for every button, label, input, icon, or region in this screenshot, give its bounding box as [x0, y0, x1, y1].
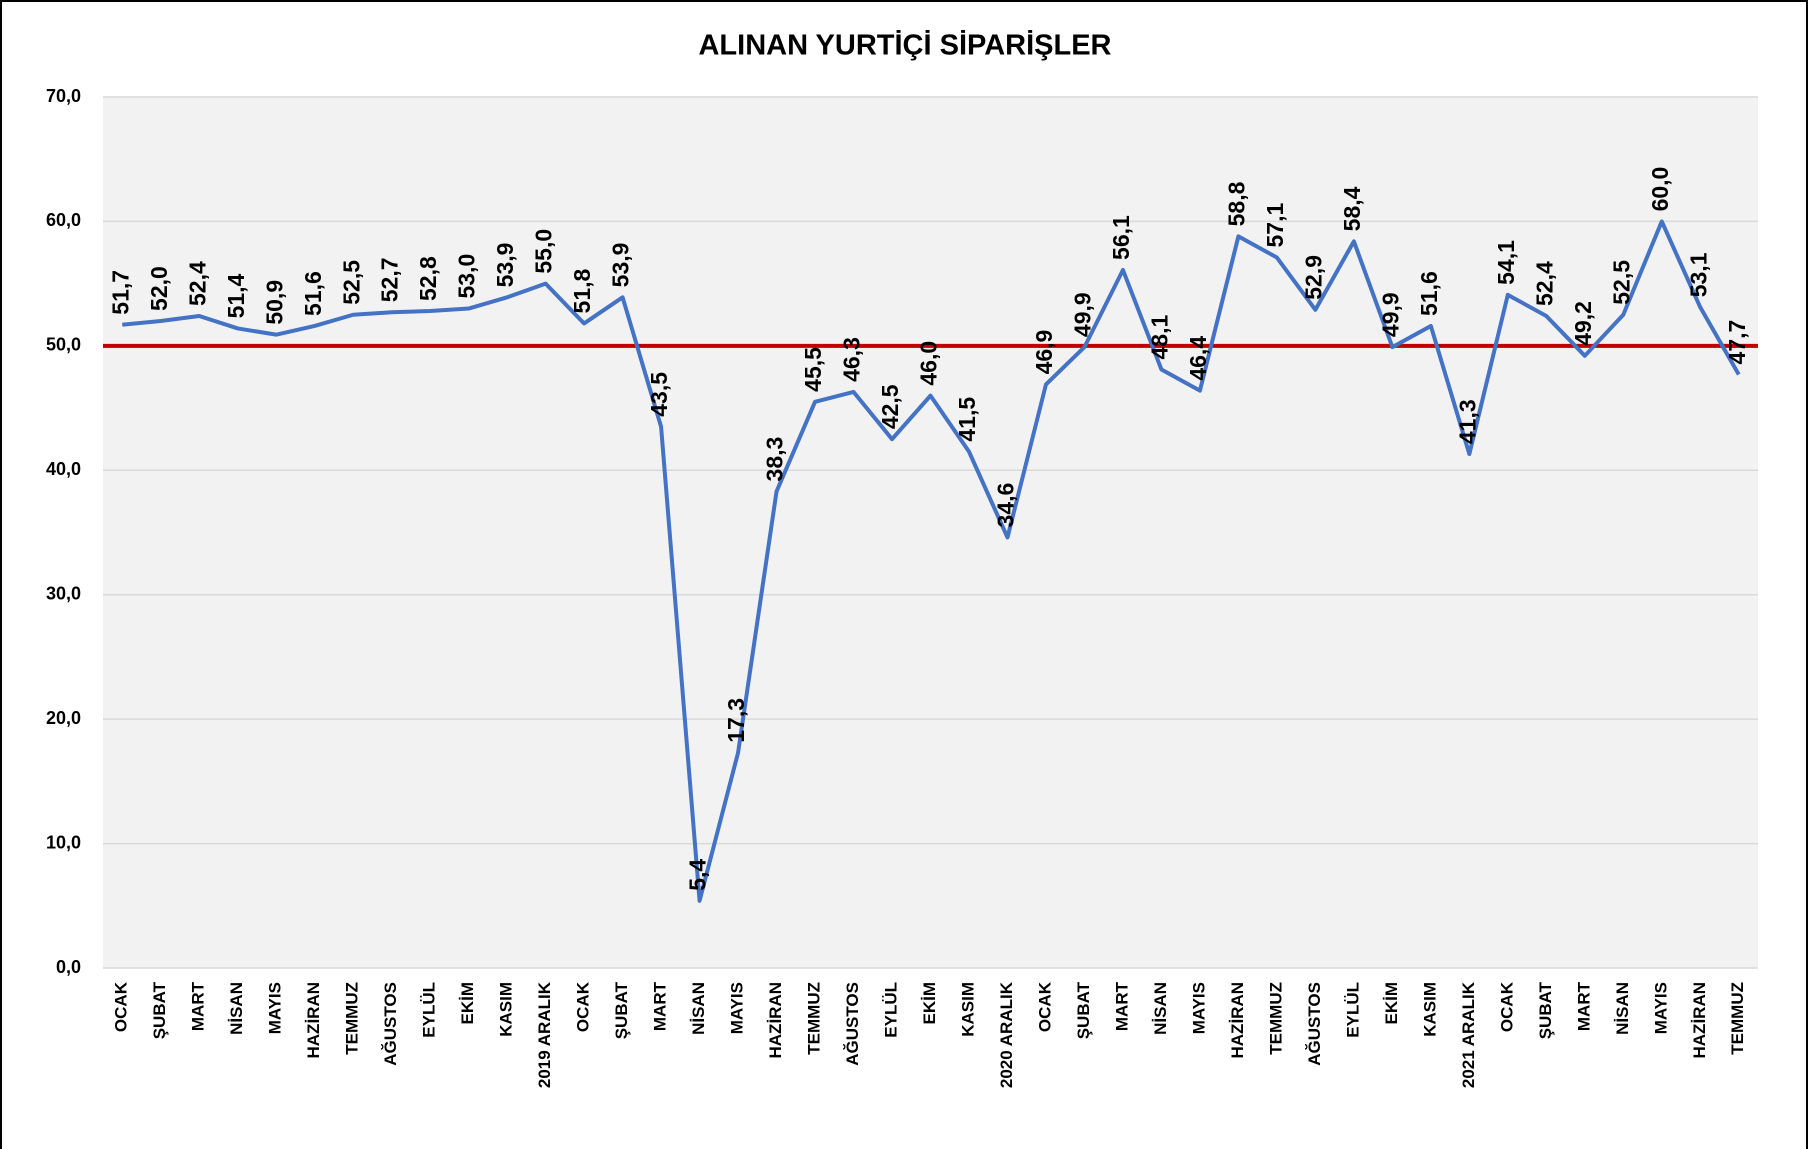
data-label: 53,9: [608, 243, 634, 288]
x-tick-label: AĞUSTOS: [381, 982, 400, 1066]
data-label: 51,7: [107, 270, 133, 315]
data-label: 58,4: [1339, 186, 1365, 231]
x-tick-label: TEMMUZ: [1266, 982, 1285, 1055]
data-label: 49,9: [1070, 292, 1096, 337]
x-tick-label: EKİM: [458, 982, 477, 1025]
x-tick-label: MAYIS: [728, 982, 747, 1034]
data-label: 49,2: [1570, 301, 1596, 346]
data-label: 57,1: [1262, 203, 1288, 248]
data-label: 52,0: [146, 266, 172, 311]
data-label: 46,0: [916, 341, 942, 386]
y-tick-label: 20,0: [46, 708, 81, 728]
data-label: 41,5: [954, 397, 980, 442]
data-label: 56,1: [1108, 215, 1134, 260]
x-tick-label: 2020 ARALIK: [997, 981, 1016, 1088]
data-label: 41,3: [1454, 399, 1480, 444]
x-tick-label: 2021 ARALIK: [1459, 981, 1478, 1088]
data-label: 52,8: [415, 256, 441, 301]
data-label: 52,9: [1300, 255, 1326, 300]
x-tick-label: ŞUBAT: [612, 981, 631, 1039]
x-tick-label: MART: [651, 981, 670, 1031]
y-tick-label: 30,0: [46, 583, 81, 603]
data-line: [122, 219, 1741, 903]
x-tick-label: KASIM: [958, 982, 977, 1037]
x-tick-label: TEMMUZ: [1728, 982, 1747, 1055]
x-tick-label: TEMMUZ: [805, 982, 824, 1055]
data-label: 46,9: [1031, 330, 1057, 375]
x-tick-label: ŞUBAT: [1074, 981, 1093, 1039]
x-tick-label: EYLÜL: [881, 982, 900, 1038]
data-label: 17,3: [723, 698, 749, 743]
x-tick-label: 2019 ARALIK: [535, 981, 554, 1088]
x-tick-label: OCAK: [574, 981, 593, 1032]
x-tick-label: TEMMUZ: [343, 982, 362, 1055]
data-label: 55,0: [531, 229, 557, 274]
y-tick-label: 40,0: [46, 459, 81, 479]
x-tick-label: MART: [1112, 981, 1131, 1031]
data-label: 53,0: [454, 254, 480, 299]
x-tick-label: MAYIS: [1651, 982, 1670, 1034]
x-tick-label: EYLÜL: [1343, 982, 1362, 1038]
x-tick-label: ŞUBAT: [150, 981, 169, 1039]
data-label: 46,3: [839, 337, 865, 382]
x-tick-label: KASIM: [497, 982, 516, 1037]
x-tick-label: HAZİRAN: [1690, 982, 1709, 1059]
y-tick-label: 10,0: [46, 832, 81, 852]
data-label: 34,6: [993, 483, 1019, 528]
x-tick-label: MAYIS: [266, 982, 285, 1034]
data-label: 43,5: [646, 372, 672, 417]
data-label: 51,6: [1416, 271, 1442, 316]
data-label: 52,4: [1531, 261, 1557, 306]
x-tick-label: ŞUBAT: [1536, 981, 1555, 1039]
x-tick-label: NİSAN: [689, 982, 708, 1035]
y-tick-label: 50,0: [46, 335, 81, 355]
x-tick-label: HAZİRAN: [1228, 982, 1247, 1059]
data-label: 47,7: [1724, 320, 1750, 365]
x-tick-label: NİSAN: [227, 982, 246, 1035]
data-label: 48,1: [1147, 315, 1173, 360]
x-tick-label: HAZİRAN: [766, 982, 785, 1059]
data-label: 50,9: [261, 280, 287, 325]
data-label: 38,3: [762, 437, 788, 482]
data-label: 5,4: [685, 859, 711, 891]
x-tick-label: NİSAN: [1613, 982, 1632, 1035]
data-label: 58,8: [1223, 181, 1249, 226]
x-tick-label: HAZİRAN: [304, 982, 323, 1059]
x-tick-label: OCAK: [1035, 981, 1054, 1032]
data-label: 53,1: [1685, 252, 1711, 297]
x-tick-label: AĞUSTOS: [843, 982, 862, 1066]
data-label: 52,5: [338, 260, 364, 305]
data-label: 45,5: [800, 347, 826, 392]
data-label: 46,4: [1185, 336, 1211, 381]
data-label: 52,4: [184, 261, 210, 306]
x-tick-label: EKİM: [1382, 982, 1401, 1025]
data-label: 60,0: [1647, 167, 1673, 212]
y-tick-label: 70,0: [46, 86, 81, 106]
x-tick-label: NİSAN: [1151, 982, 1170, 1035]
data-label: 42,5: [877, 384, 903, 429]
y-tick-label: 60,0: [46, 210, 81, 230]
data-label: 53,9: [492, 243, 518, 288]
data-label: 52,5: [1608, 260, 1634, 305]
x-tick-label: MART: [1574, 981, 1593, 1031]
data-label: 51,8: [569, 268, 595, 313]
x-tick-label: MART: [189, 981, 208, 1031]
data-label: 49,9: [1377, 292, 1403, 337]
x-tick-label: OCAK: [1497, 981, 1516, 1032]
x-tick-label: EYLÜL: [420, 982, 439, 1038]
x-tick-label: KASIM: [1420, 982, 1439, 1037]
data-label: 51,4: [223, 273, 249, 318]
data-label: 51,6: [300, 271, 326, 316]
data-label: 54,1: [1493, 240, 1519, 285]
x-tick-label: AĞUSTOS: [1305, 982, 1324, 1066]
x-tick-label: EKİM: [920, 982, 939, 1025]
x-tick-label: OCAK: [112, 981, 131, 1032]
y-tick-label: 0,0: [56, 957, 81, 977]
data-label: 52,7: [377, 257, 403, 302]
x-tick-label: MAYIS: [1189, 982, 1208, 1034]
plot-area: [103, 97, 1758, 968]
chart-title: ALINAN YURTİÇİ SİPARİŞLER: [698, 30, 1111, 62]
